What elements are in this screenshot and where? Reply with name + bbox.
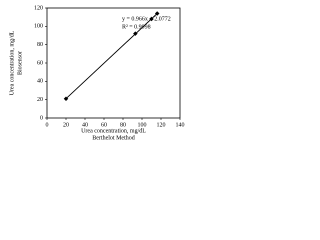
y-axis-label: Biosensor xyxy=(17,51,23,75)
page: 0 20 40 60 80 100 120 0 20 40 60 80 100 120 140 Urea co… xyxy=(9,5,185,142)
annotation: y = 0.966x + 2.0772 xyxy=(122,16,171,22)
y-tick-label: 80 xyxy=(37,42,43,48)
x-tick-label: 80 xyxy=(120,122,126,128)
x-axis-label: Berthelot Method xyxy=(92,135,135,141)
x-tick-label: 100 xyxy=(138,122,147,128)
x-tick-label: 20 xyxy=(63,122,69,128)
x-tick-label: 140 xyxy=(176,122,185,128)
y-tick-label: 40 xyxy=(37,79,43,85)
y-axis-label: Urea concentration, mg/dL xyxy=(9,30,15,95)
y-tick-label: 60 xyxy=(37,60,43,66)
x-tick-label: 0 xyxy=(46,122,49,128)
point xyxy=(63,96,69,102)
y-tick-label: 0 xyxy=(40,115,43,121)
plot-frame xyxy=(46,7,181,119)
x-tick-label: 60 xyxy=(101,122,107,128)
trend-line xyxy=(65,13,158,100)
x-axis-label: Urea concentration, mg/dL xyxy=(81,128,146,134)
x-tick-label: 40 xyxy=(82,122,88,128)
x-tick-label: 120 xyxy=(157,122,166,128)
y-tick-label: 100 xyxy=(34,24,43,30)
y-tick-label: 20 xyxy=(37,97,43,103)
y-tick-label: 120 xyxy=(34,5,43,11)
annotation: R² = 0.9998 xyxy=(122,24,151,30)
chart: 0 20 40 60 80 100 120 0 20 40 60 80 100 120 140 Urea co… xyxy=(9,5,185,141)
